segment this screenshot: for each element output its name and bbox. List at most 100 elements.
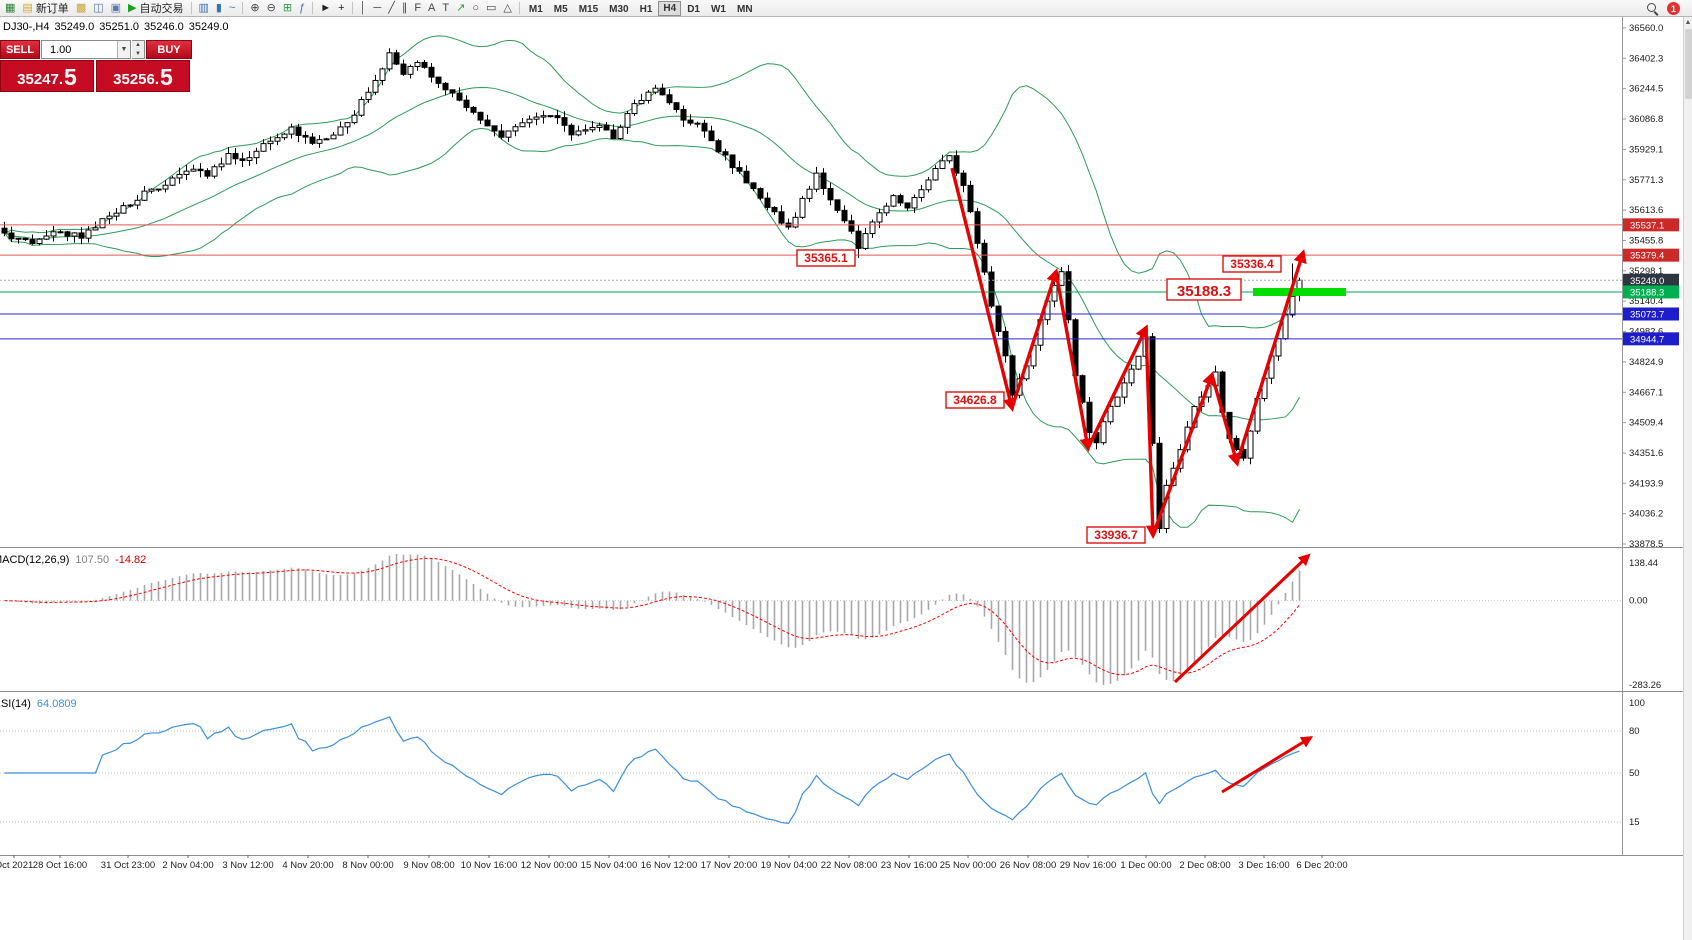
line-chart-icon: ~ [228,1,236,14]
svg-text:35365.1: 35365.1 [804,251,848,265]
svg-text:3 Nov 12:00: 3 Nov 12:00 [222,860,273,871]
label-icon: T [442,1,450,14]
arrows-icon[interactable]: ↗ [453,1,468,16]
vertical-scrollbar[interactable]: ▲ [1683,17,1692,940]
timeframe-mn-button[interactable]: MN [736,3,753,15]
cursor-icon: ► [320,1,332,14]
timeframe-m15-button[interactable]: M15 [578,3,599,15]
candlestick-chart-icon: ▮ [215,1,222,14]
price-level-lines[interactable] [0,224,1622,340]
svg-text:17 Nov 20:00: 17 Nov 20:00 [701,860,758,871]
timeframe-m30-button[interactable]: M30 [609,3,629,15]
vertical-line-icon: │ [359,1,367,14]
candlesticks [1,48,1303,534]
tile-windows-icon[interactable]: ⊞ [280,1,295,16]
volume-down-icon[interactable]: ▼ [132,49,144,58]
trendline-icon[interactable]: ╱ [385,1,398,16]
timeframe-m5-button[interactable]: M5 [553,3,568,15]
one-click-trading-panel: SELL 1.00 ▼ ▲ ▼ BUY 35247. 5 35256. 5 [0,40,192,92]
svg-text:RSI(14)64.0809: RSI(14)64.0809 [0,698,77,710]
triangle-icon[interactable]: △ [500,1,514,16]
notification-badge[interactable]: 1 [1667,2,1680,15]
volume-spinner[interactable]: ▲ ▼ [132,40,145,59]
volume-input[interactable]: 1.00 [50,43,72,56]
sell-button[interactable]: SELL [0,40,40,59]
rsi-trend-arrow[interactable] [1221,736,1314,794]
svg-text:35537.1: 35537.1 [1630,220,1664,231]
fibonacci-icon[interactable]: F [411,1,424,16]
svg-text:Oct 2021: Oct 2021 [0,860,33,871]
ellipse-icon[interactable]: ○ [469,1,482,16]
new-chart-icon[interactable]: ▦ [2,1,18,16]
zoom-out-icon: ⊖ [266,1,276,14]
chart-window: 35365.1 35336.4 35188.3 34626.8 33936.7 36560… [0,17,1692,940]
zoom-in-icon[interactable]: ⊕ [247,1,262,16]
trend-arrows[interactable] [950,167,1307,540]
price-chart-svg: 35365.1 35336.4 35188.3 34626.8 33936.7 36560… [0,17,1683,871]
text-icon: A [428,1,436,14]
scrollbar-thumb[interactable] [1685,29,1692,99]
timeframe-m1-button[interactable]: M1 [528,3,543,15]
symbol-period-label: DJ30-,H4 [3,21,50,33]
sell-price-pip: 5 [64,64,77,90]
sell-price-button[interactable]: 35247. 5 [0,60,94,92]
text-icon[interactable]: A [425,1,438,16]
price-annotations[interactable]: 35365.1 35336.4 35188.3 34626.8 33936.7 [796,249,1282,544]
rectangle-icon[interactable]: ▭ [483,1,499,16]
vertical-line-icon[interactable]: │ [357,1,370,16]
candlestick-chart-icon[interactable]: ▮ [213,1,225,16]
timeframe-h4-button[interactable]: H4 [658,0,682,16]
market-watch-icon: ◫ [93,1,104,14]
buy-button[interactable]: BUY [146,40,192,59]
data-window-icon[interactable]: ▣ [108,1,124,16]
timeframe-d1-button[interactable]: D1 [687,3,700,15]
svg-text:3 Dec 16:00: 3 Dec 16:00 [1238,860,1289,871]
svg-text:22 Nov 08:00: 22 Nov 08:00 [821,860,878,871]
volume-control[interactable]: 1.00 ▼ [41,40,131,59]
horizontal-line-icon[interactable]: ─ [370,1,384,16]
line-chart-icon[interactable]: ~ [226,1,238,16]
search-icon[interactable] [1646,2,1659,15]
buy-price-button[interactable]: 35256. 5 [96,60,190,92]
timeframe-w1-button[interactable]: W1 [710,3,726,15]
price-axis: 36560.0 36402.3 36244.5 36086.8 35929.1 35771… [1622,17,1679,855]
svg-text:6 Dec 20:00: 6 Dec 20:00 [1296,860,1347,871]
svg-text:34193.9: 34193.9 [1629,478,1663,489]
new-chart-icon: ▦ [5,1,16,14]
market-watch-icon[interactable]: ◫ [90,1,106,16]
chart-profiles-icon[interactable]: ▩ [73,1,89,16]
label-icon[interactable]: T [439,1,452,16]
svg-text:12 Nov 00:00: 12 Nov 00:00 [521,860,578,871]
toolbar-separator [351,2,353,14]
timeframe-h1-button[interactable]: H1 [639,3,653,15]
svg-text:34982.6: 34982.6 [1629,327,1663,338]
crosshair-icon[interactable]: + [335,1,347,16]
svg-text:10 Nov 16:00: 10 Nov 16:00 [461,860,518,871]
new-order-button[interactable]: ▤ 新订单 [19,1,71,16]
svg-text:80: 80 [1629,726,1640,737]
green-rectangle-object[interactable] [1253,288,1346,296]
macd-trend-arrow[interactable] [1173,553,1311,684]
svg-text:31 Oct 23:00: 31 Oct 23:00 [101,860,155,871]
volume-up-icon[interactable]: ▲ [132,41,144,50]
auto-trading-icon: ▶ [128,1,137,14]
buy-price-pip: 5 [160,64,173,90]
auto-trading-button[interactable]: ▶ 自动交易 [125,1,186,16]
axis-label-support-35188 [1623,285,1679,299]
svg-text:35298.1: 35298.1 [1629,266,1663,277]
indicators-icon[interactable]: ƒ [296,1,308,16]
svg-text:34824.9: 34824.9 [1629,357,1663,368]
axis-label-support-35073 [1623,307,1679,321]
svg-text:34351.6: 34351.6 [1629,448,1663,459]
zoom-out-icon[interactable]: ⊖ [264,1,279,16]
chart-ohlc-header: DJ30-,H4 35249.0 35251.0 35246.0 35249.0 [3,21,234,33]
channel-icon[interactable]: ∥ [399,1,411,16]
volume-dropdown-icon[interactable]: ▼ [117,41,130,58]
bar-chart-icon[interactable]: ▥ [196,1,212,16]
svg-text:1 Dec 00:00: 1 Dec 00:00 [1120,860,1171,871]
toolbar: ▦ ▤ 新订单 ▩ ◫ ▣ ▶ 自动交易 ▥ ▮ ~ ⊕ ⊖ ⊞ ƒ ► + │ ─ ╱ ∥ F A T ↗ ○ ▭ △ M1 M5 M15… [0,0,1692,17]
cursor-icon[interactable]: ► [317,1,334,16]
auto-trading-button-label: 自动交易 [139,3,184,15]
svg-text:28 Oct 16:00: 28 Oct 16:00 [33,860,87,871]
scroll-up-icon[interactable]: ▲ [1684,19,1692,26]
